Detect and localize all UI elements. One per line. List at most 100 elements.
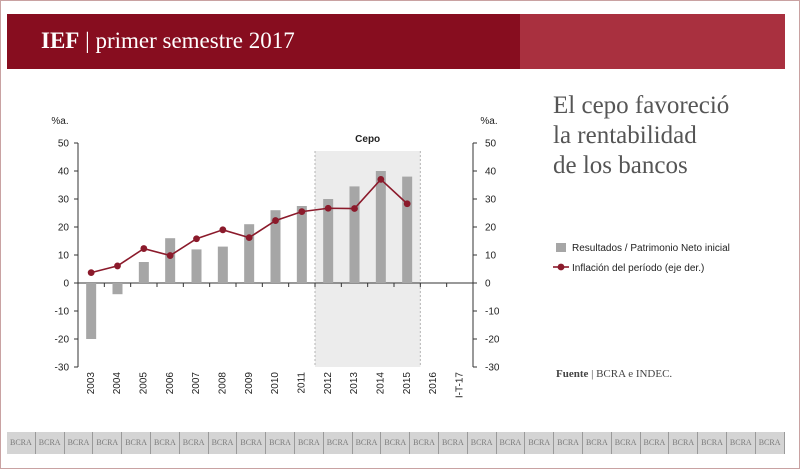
header-banner: IEF | primer semestre 2017 <box>7 14 785 69</box>
category-label: 2011 <box>296 372 307 394</box>
inflation-point <box>298 208 306 216</box>
footer-label: BCRA <box>698 432 727 454</box>
footer-label: BCRA <box>727 432 756 454</box>
right-tick-label: 30 <box>485 195 497 206</box>
bar <box>349 186 360 283</box>
footer-label: BCRA <box>612 432 641 454</box>
bar <box>402 176 413 283</box>
headline: El cepo favoreció la rentabilidad de los… <box>553 91 793 181</box>
footer-label: BCRA <box>295 432 324 454</box>
footer-label: BCRA <box>525 432 555 454</box>
source-separator: | <box>588 368 597 380</box>
footer-label: BCRA <box>583 432 612 454</box>
source-label: Fuente <box>556 368 589 380</box>
footer-label: BCRA <box>93 432 123 454</box>
source-note: Fuente | BCRA e INDEC. <box>556 368 672 380</box>
bar <box>375 171 386 283</box>
footer-label: BCRA <box>122 432 151 454</box>
category-label: 2014 <box>375 372 386 395</box>
inflation-point <box>377 176 385 183</box>
footer-label: BCRA <box>669 432 699 454</box>
footer-label: BCRA <box>468 432 497 454</box>
footer-label: BCRA <box>237 432 267 454</box>
footer-label: BCRA <box>180 432 209 454</box>
footer-label: BCRA <box>7 432 36 454</box>
left-tick-label: 10 <box>58 251 70 262</box>
bar <box>138 262 149 283</box>
category-label: 2008 <box>217 372 228 395</box>
category-label: I-T-17 <box>454 372 465 399</box>
inflation-point <box>140 245 148 252</box>
bar <box>270 210 281 283</box>
category-label: 2016 <box>428 372 439 395</box>
inflation-point <box>166 252 174 259</box>
right-tick-label: 50 <box>485 139 497 150</box>
inflation-point <box>114 262 121 270</box>
footer-label: BCRA <box>209 432 238 454</box>
footer-label: BCRA <box>641 432 670 454</box>
footer-label: BCRA <box>266 432 295 454</box>
title-separator: | <box>79 28 96 53</box>
footer-label: BCRA <box>554 432 583 454</box>
bar <box>217 246 228 283</box>
right-tick-label: 0 <box>485 279 491 290</box>
footer-label: BCRA <box>497 432 526 454</box>
right-axis-unit-label: %a. <box>480 116 497 127</box>
left-tick-label: 50 <box>58 139 70 150</box>
footer-label: BCRA <box>410 432 439 454</box>
bar <box>191 249 202 283</box>
inflation-point <box>87 269 95 277</box>
left-tick-label: 30 <box>58 195 70 206</box>
inflation-point <box>351 205 358 212</box>
right-tick-label: -20 <box>485 335 500 346</box>
right-tick-label: 10 <box>485 251 497 262</box>
footer-label: BCRA <box>36 432 65 454</box>
legend-bar-label: Resultados / Patrimonio Neto inicial <box>572 243 730 254</box>
footer-label: BCRA <box>353 432 382 454</box>
category-label: 2004 <box>112 372 123 395</box>
banner-light-block <box>520 14 785 69</box>
footer-label: BCRA <box>381 432 411 454</box>
left-axis-unit-label: %a. <box>51 116 68 127</box>
source-text: BCRA e INDEC. <box>596 368 673 380</box>
inflation-point <box>272 217 279 224</box>
headline-line-2: la rentabilidad <box>553 122 697 149</box>
headline-line-1: El cepo favoreció <box>553 92 730 119</box>
headline-line-3: de los bancos <box>553 152 688 179</box>
footer-label: BCRA <box>756 432 785 454</box>
left-tick-label: 40 <box>58 167 70 178</box>
inflation-point <box>193 235 200 243</box>
category-label: 2007 <box>191 372 202 395</box>
legend-bar-swatch <box>556 243 566 252</box>
category-label: 2012 <box>323 372 334 395</box>
category-label: 2010 <box>270 372 281 395</box>
footer-label: BCRA <box>65 432 94 454</box>
footer-label: BCRA <box>439 432 468 454</box>
bar <box>86 283 97 339</box>
footer-label: BCRA <box>151 432 180 454</box>
bar <box>165 238 176 283</box>
bar <box>296 206 307 283</box>
category-label: 2006 <box>165 372 176 395</box>
legend-line-marker <box>557 263 565 271</box>
right-tick-label: 20 <box>485 223 497 234</box>
inflation-point <box>219 226 227 234</box>
left-tick-label: -10 <box>55 307 70 318</box>
inflation-point <box>245 234 253 242</box>
inflation-point <box>403 200 411 208</box>
left-tick-label: 20 <box>58 223 70 234</box>
banner-dark-block <box>7 14 520 69</box>
footer-strip: BCRA BCRA BCRA BCRA BCRA BCRA BCRA BCRA BCRA BCRA… <box>7 432 785 454</box>
category-label: 2005 <box>138 372 149 395</box>
right-tick-label: -30 <box>485 363 500 374</box>
bar <box>244 224 255 283</box>
report-brand: IEF <box>41 28 80 53</box>
category-label: 2003 <box>86 372 97 395</box>
right-tick-label: -10 <box>485 307 500 318</box>
bar <box>323 199 334 283</box>
footer-label: BCRA <box>324 432 353 454</box>
category-label: 2013 <box>349 372 360 395</box>
category-label: 2015 <box>402 372 413 395</box>
category-label: 2009 <box>244 372 255 395</box>
